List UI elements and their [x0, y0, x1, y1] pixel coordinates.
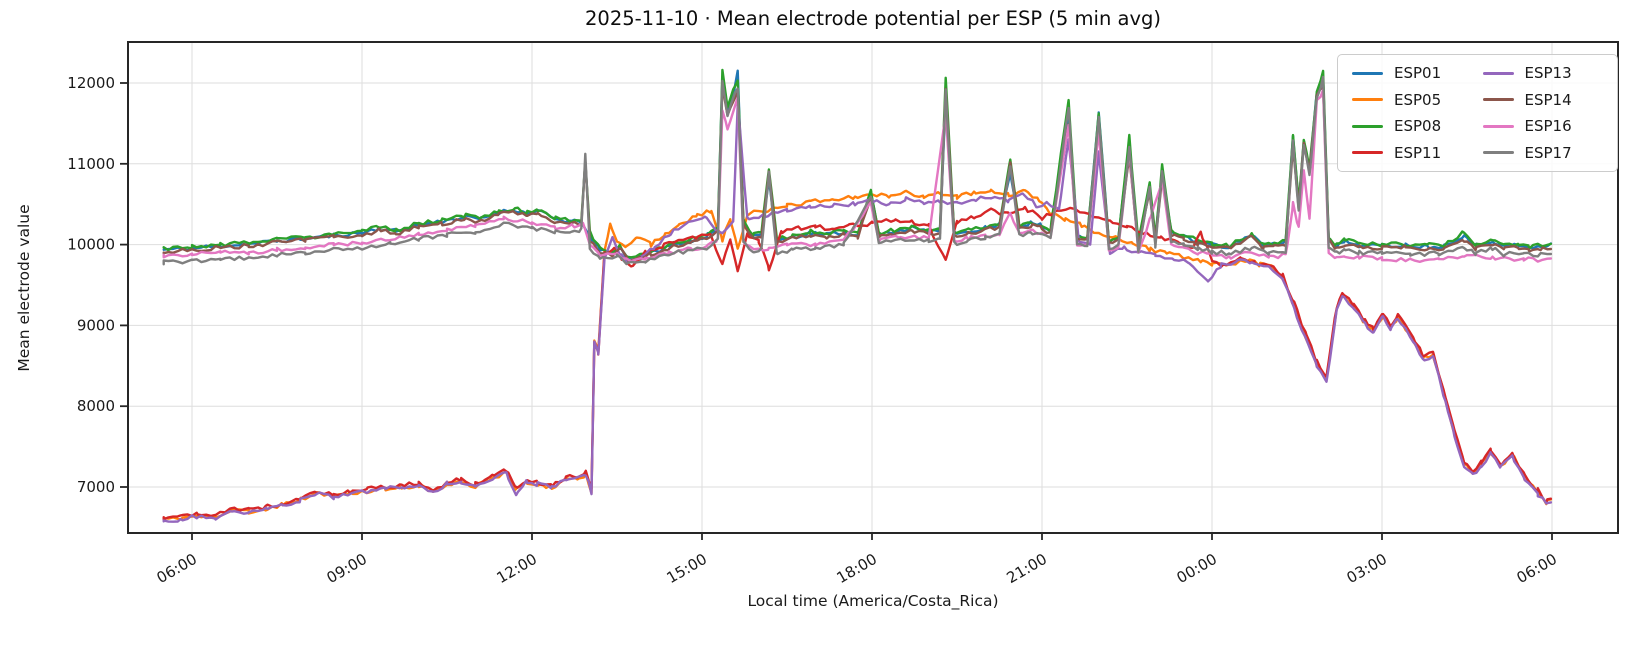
- legend-label: ESP16: [1524, 117, 1572, 136]
- legend-item-ESP14: ESP14: [1482, 87, 1610, 114]
- legend-item-ESP08: ESP08: [1352, 113, 1479, 140]
- legend-item-ESP11: ESP11: [1352, 140, 1479, 167]
- plot-border: [127, 41, 1619, 534]
- legend-label: ESP05: [1394, 90, 1442, 109]
- y-tick-label: 10000: [67, 236, 115, 254]
- chart-title: 2025-11-10 · Mean electrode potential pe…: [585, 7, 1161, 30]
- legend-item-ESP16: ESP16: [1482, 113, 1610, 140]
- x-tick-label: 15:00: [664, 550, 710, 587]
- y-tick-label: 7000: [77, 478, 115, 496]
- x-tick-label: 12:00: [494, 550, 540, 587]
- legend-line-swatch: [1482, 124, 1514, 128]
- legend-item-ESP13: ESP13: [1482, 60, 1610, 87]
- legend-line-swatch: [1482, 98, 1514, 102]
- x-tick-label: 09:00: [324, 550, 370, 587]
- x-axis-label: Local time (America/Costa_Rica): [747, 592, 999, 610]
- legend-line-swatch: [1482, 71, 1514, 75]
- legend-line-swatch: [1352, 151, 1383, 155]
- x-tick-label: 06:00: [154, 550, 200, 587]
- y-tick-label: 9000: [77, 316, 115, 334]
- x-tick-label: 00:00: [1174, 550, 1220, 587]
- legend-item-ESP01: ESP01: [1352, 60, 1479, 87]
- legend-label: ESP17: [1524, 143, 1572, 162]
- legend-line-swatch: [1352, 124, 1383, 128]
- y-tick-label: 8000: [77, 397, 115, 415]
- legend-label: ESP01: [1394, 64, 1442, 83]
- legend-line-swatch: [1352, 98, 1383, 102]
- series-layer: [162, 68, 1553, 523]
- legend-item-ESP17: ESP17: [1482, 140, 1610, 167]
- legend-item-ESP05: ESP05: [1352, 87, 1479, 114]
- y-tick-label: 11000: [67, 155, 115, 173]
- legend: ESP01 ESP05 ESP08 ESP11 ESP13 ESP14 ESP16 ESP17: [1337, 54, 1618, 172]
- series-line-ESP13: [162, 103, 1553, 523]
- series-line-ESP11: [162, 205, 1553, 521]
- y-tick-label: 12000: [67, 74, 115, 92]
- legend-label: ESP11: [1394, 143, 1442, 162]
- x-tick-label: 21:00: [1004, 550, 1050, 587]
- series-line-ESP17: [162, 75, 1553, 266]
- x-tick-label: 06:00: [1514, 550, 1560, 587]
- legend-line-swatch: [1352, 71, 1383, 75]
- legend-label: ESP14: [1524, 90, 1572, 109]
- legend-line-swatch: [1482, 151, 1514, 155]
- x-tick-label: 18:00: [834, 550, 880, 587]
- legend-label: ESP13: [1524, 64, 1572, 83]
- series-line-ESP16: [162, 88, 1553, 263]
- x-tick-label: 03:00: [1344, 550, 1390, 587]
- legend-label: ESP08: [1394, 117, 1442, 136]
